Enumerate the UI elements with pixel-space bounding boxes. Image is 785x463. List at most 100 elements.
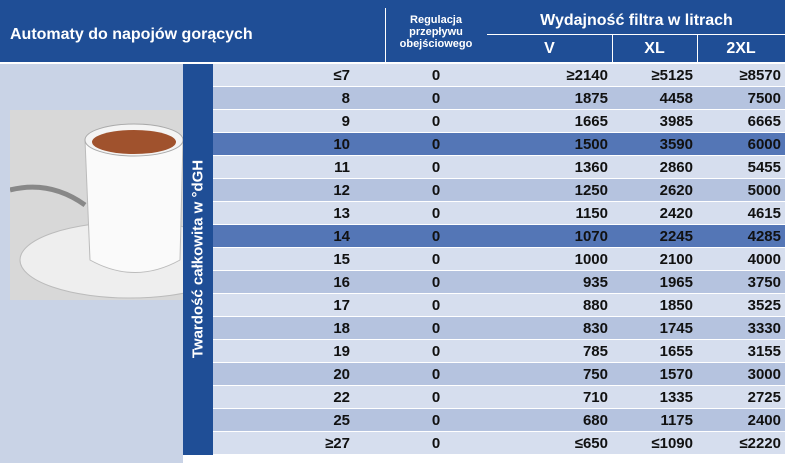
table-cell: 17 [333,296,350,314]
table-cell: 1655 [659,342,693,360]
table-cell: ≤650 [574,434,608,452]
table-cell: 680 [582,411,608,429]
table-cell: 0 [431,273,441,291]
table-cell: 11 [334,158,350,176]
row-bg [213,225,785,247]
row-bg [213,363,785,385]
table-cell: ≥5125 [651,66,693,84]
table-cell: 0 [431,411,441,429]
table-cell: 0 [431,319,441,337]
row-bg [213,64,785,86]
table-cell: ≥8570 [739,66,781,84]
table-cell: 2400 [747,411,781,429]
table-cell: 1850 [659,296,693,314]
table-cell: 2860 [659,158,693,176]
table-cell: 1335 [659,388,693,406]
row-bg [213,340,785,362]
divider [697,34,698,62]
table-cell: 785 [582,342,608,360]
row-bg [213,156,785,178]
table-cell: 1070 [574,227,608,245]
regulation-header: Regulacja przepływu obejściowego [399,14,473,50]
table-cell: 0 [431,181,441,199]
row-bg [213,202,785,224]
column-header: V [544,40,555,57]
table-cell: 20 [333,365,350,383]
side-label-bg [183,64,213,455]
row-bg [213,110,785,132]
table-cell: 3000 [747,365,781,383]
table-cell: 3750 [747,273,781,291]
capacity-header: Wydajność filtra w litrach [540,12,733,29]
row-bg [213,294,785,316]
table-cell: 1665 [574,112,608,130]
table-cell: 8 [341,89,350,107]
table-cell: 1965 [659,273,693,291]
table-cell: 1150 [575,204,608,222]
table-cell: 25 [333,411,350,429]
table-cell: 7500 [747,89,781,107]
table-cell: 3985 [659,112,693,130]
table-cell: 750 [582,365,608,383]
table-cell: 12 [333,181,350,199]
table-cell: 1875 [574,89,608,107]
table-cell: 2420 [659,204,693,222]
table-cell: 6000 [747,135,781,153]
table-cell: 3525 [747,296,781,314]
row-bg [213,317,785,339]
row-bg [213,386,785,408]
row-bg [213,133,785,155]
table-cell: 2725 [747,388,781,406]
table-cell: 1360 [574,158,608,176]
table-cell: 0 [431,158,441,176]
divider [487,34,785,35]
table-cell: 4458 [659,89,693,107]
table-cell: 6665 [747,112,781,130]
table-cell: 0 [431,296,441,314]
row-bg [213,432,785,454]
table-cell: 0 [431,204,441,222]
table-cell: 0 [431,342,441,360]
header-title: Automaty do napojów gorących [10,26,253,43]
table-cell: ≤7 [333,66,350,84]
table-cell: 4000 [747,250,781,268]
table-cell: 15 [333,250,350,268]
divider [385,8,386,62]
table-cell: 0 [431,135,441,153]
coffee-image [10,110,183,300]
table-cell: 3590 [659,135,693,153]
table-cell: 14 [333,227,350,245]
table-cell: 13 [333,204,350,222]
side-label: Twardość całkowita w °dGH [189,159,207,359]
table-cell: 0 [431,89,441,107]
table-cell: 0 [431,112,441,130]
table-cell: ≤1090 [651,434,693,452]
table-cell: 0 [431,388,441,406]
table-cell: 16 [333,273,350,291]
table-cell: 1745 [659,319,693,337]
table-cell: 19 [333,342,350,360]
table-cell: 935 [582,273,608,291]
table-cell: 0 [431,365,441,383]
table-cell: 2620 [659,181,693,199]
table-cell: 1250 [574,181,608,199]
table-cell: 880 [582,296,608,314]
table-cell: 1000 [574,250,608,268]
divider [612,34,613,62]
header-band [0,0,785,62]
column-header: XL [644,40,665,57]
table-cell: 2245 [659,227,693,245]
table-cell: 5455 [747,158,781,176]
row-bg [213,271,785,293]
table-cell: ≤2220 [739,434,781,452]
table-cell: 18 [333,319,350,337]
table-cell: 5000 [747,181,781,199]
row-bg [213,248,785,270]
row-bg [213,409,785,431]
table-cell: 1175 [660,411,693,429]
table-cell: 0 [431,227,441,245]
table-cell: 22 [333,388,350,406]
table-cell: 2100 [659,250,693,268]
table-cell: 0 [431,434,441,452]
table-cell: 830 [582,319,608,337]
